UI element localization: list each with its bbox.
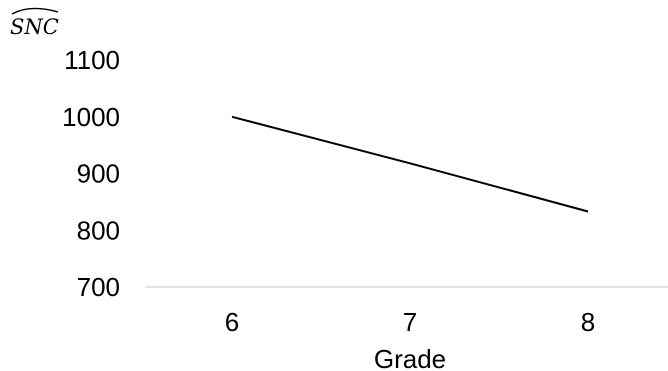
x-axis-title: Grade xyxy=(374,344,446,371)
series-line xyxy=(231,115,589,213)
y-axis-title-text: SNC xyxy=(10,15,59,39)
x-tick-label: 7 xyxy=(403,307,417,337)
x-tick-label: 8 xyxy=(581,307,595,337)
y-tick-label: 800 xyxy=(77,215,120,245)
y-tick-label: 1100 xyxy=(64,45,120,75)
x-axis-tick-labels: 6 7 8 xyxy=(225,307,595,337)
y-axis-tick-labels: 1100 1000 900 800 700 xyxy=(62,45,120,302)
y-tick-label: 1000 xyxy=(62,102,120,132)
y-axis-title: SNC xyxy=(10,7,59,39)
y-axis-title-hat xyxy=(11,7,59,15)
x-tick-label: 6 xyxy=(225,307,239,337)
y-tick-label: 900 xyxy=(77,159,120,189)
y-tick-label: 700 xyxy=(77,272,120,302)
